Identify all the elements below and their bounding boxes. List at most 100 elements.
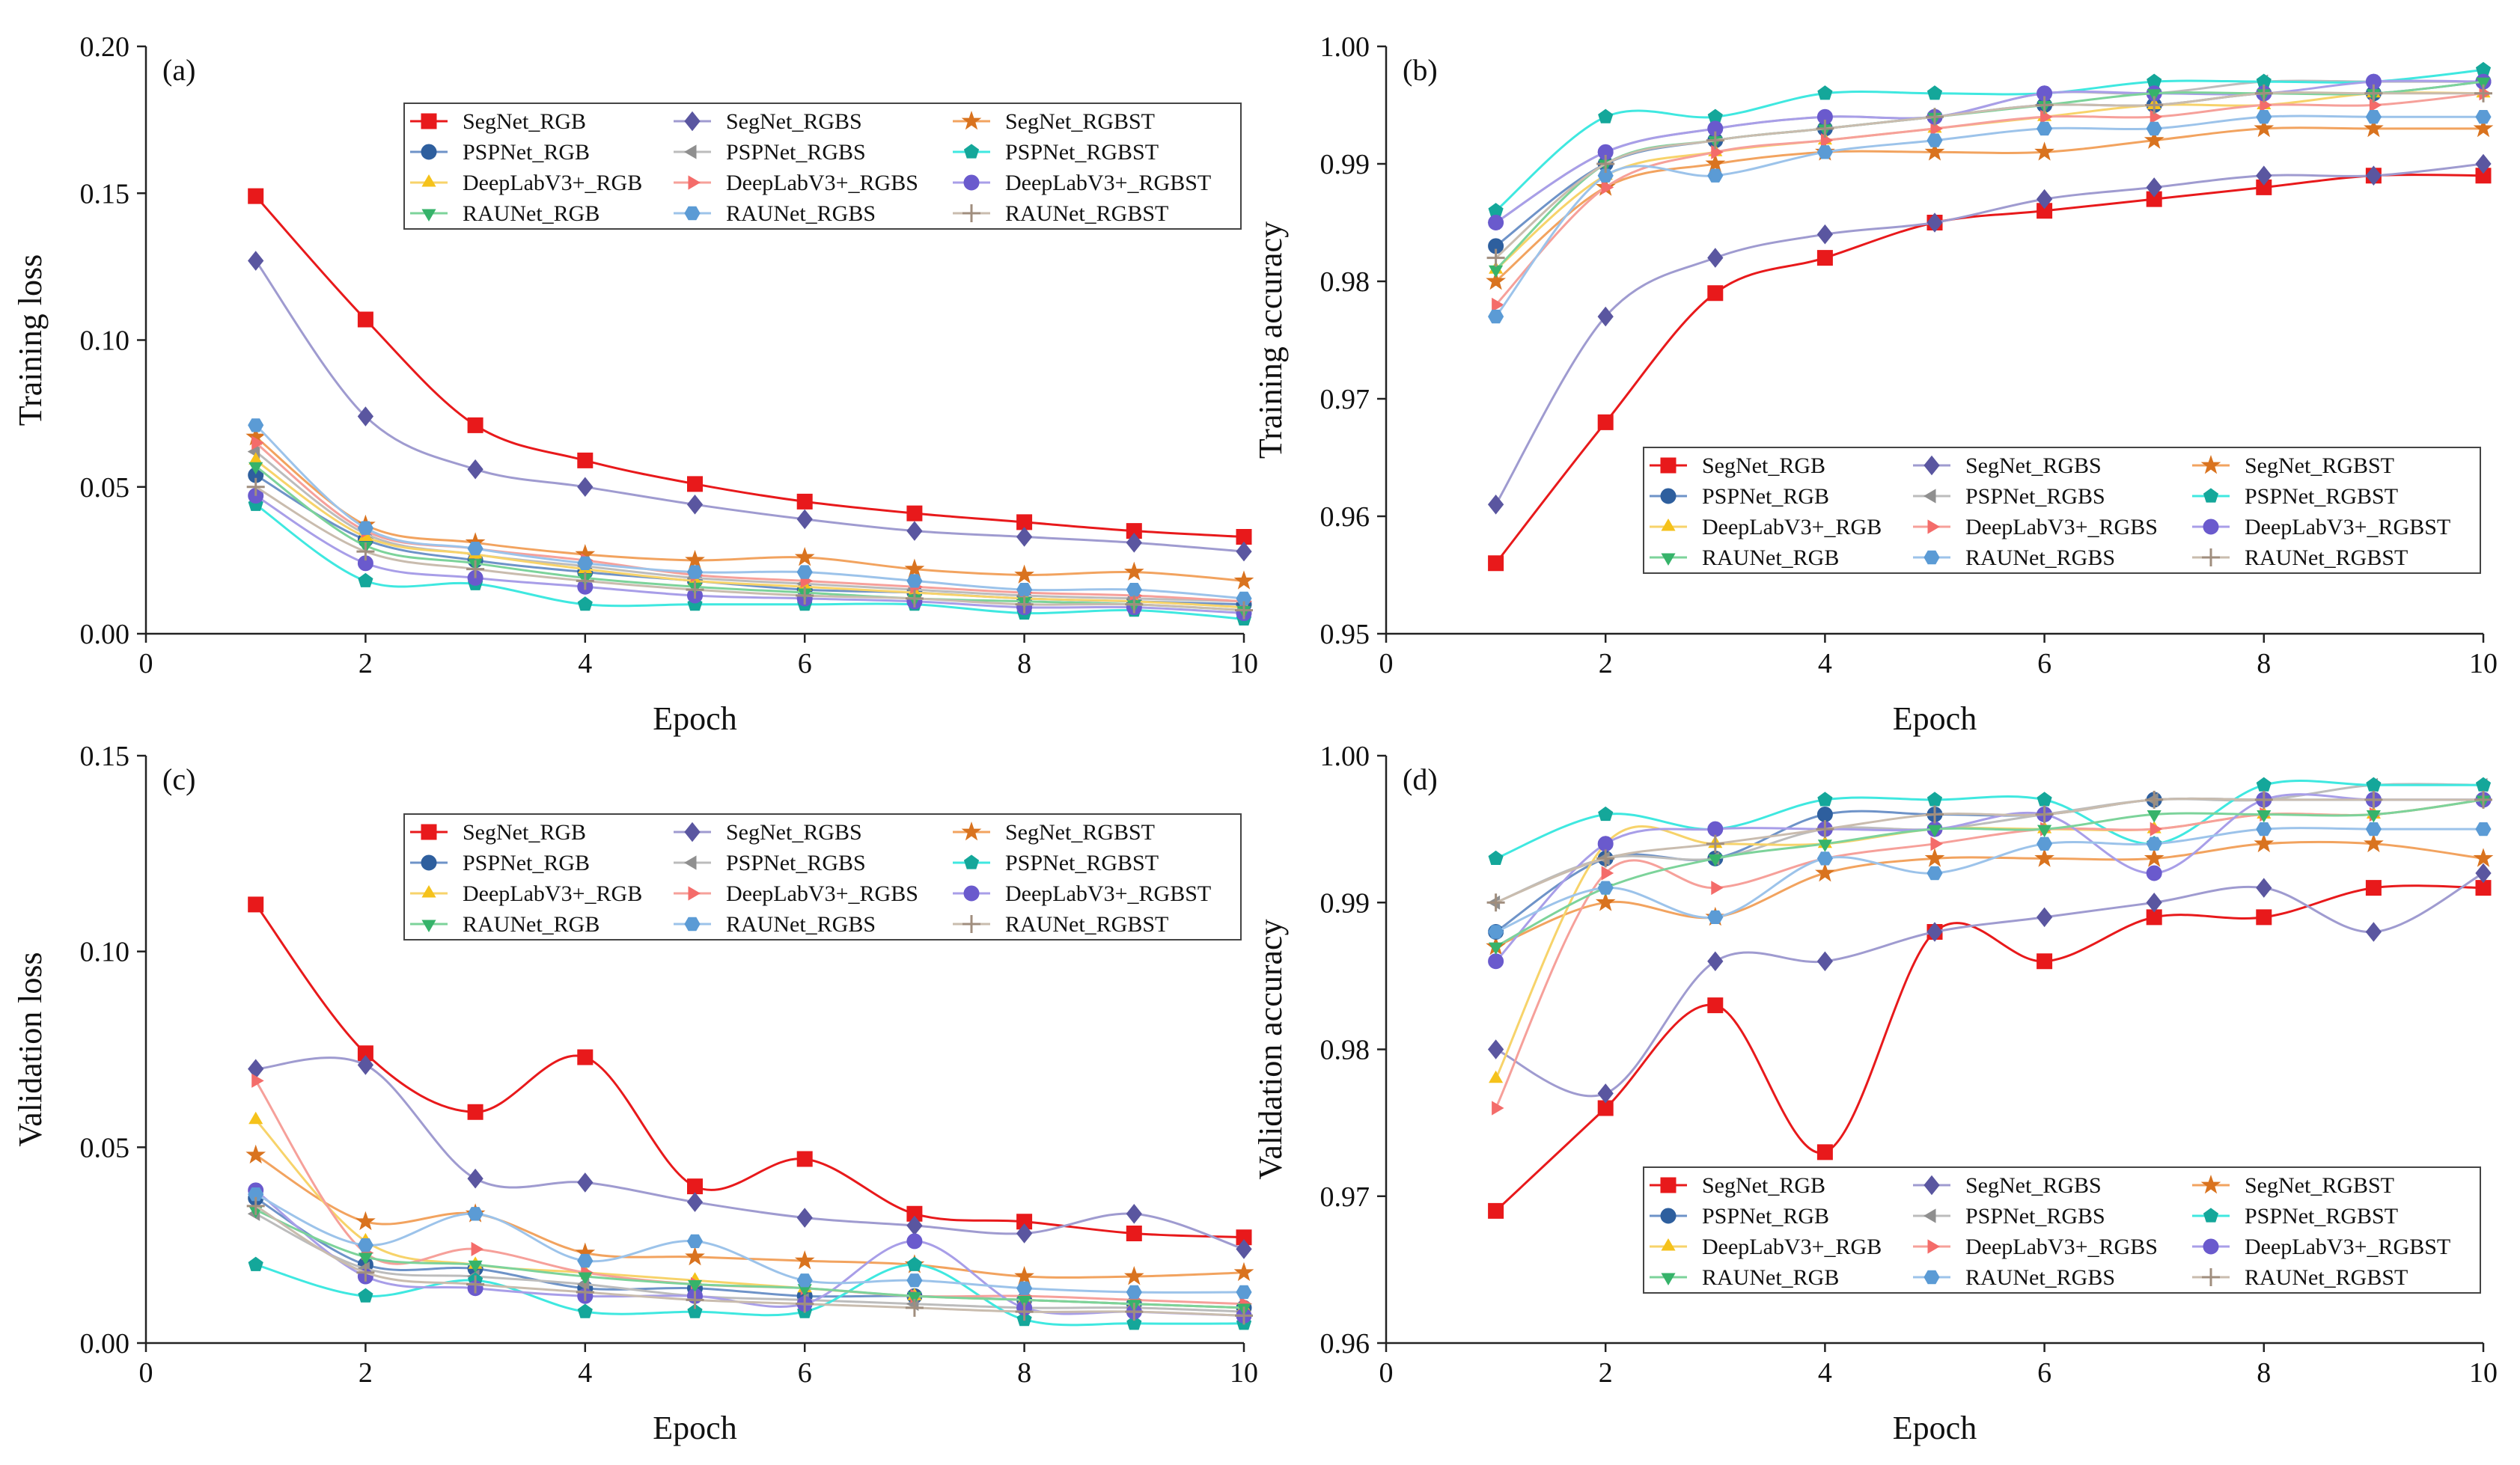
data-point — [1816, 820, 1834, 839]
data-point — [2475, 880, 2492, 896]
legend-item: DeepLabV3+_RGB — [410, 881, 642, 906]
data-point — [2150, 822, 2163, 837]
legend-item: RAUNet_RGBST — [2192, 1265, 2408, 1290]
data-point — [577, 452, 594, 468]
series-DeepLabV3+_RGB — [248, 1111, 1251, 1312]
series-line — [254, 459, 1245, 609]
data-point — [2144, 129, 2164, 149]
x-axis-title: Epoch — [1893, 700, 1977, 737]
legend-label: SegNet_RGBST — [2245, 1173, 2394, 1198]
data-point — [2473, 848, 2494, 867]
series-RAUNet_RGBST — [1486, 790, 2492, 912]
data-point — [686, 565, 704, 579]
data-point — [2475, 863, 2492, 884]
data-point — [1816, 250, 1833, 266]
chart-panel-0: 0 2 4 6 8 10 0.00 0.05 0.10 0.15 0.20 Epoch Training… — [12, 31, 1258, 737]
data-point — [2256, 777, 2272, 792]
legend-marker — [1923, 455, 1940, 476]
legend-label: RAUNet_RGBST — [2245, 1265, 2408, 1290]
data-point — [906, 1205, 923, 1222]
legend-marker — [1660, 1208, 1677, 1224]
data-point — [1126, 1203, 1142, 1224]
legend-item: DeepLabV3+_RGBS — [674, 881, 918, 906]
legend-label: SegNet_RGB — [463, 820, 586, 845]
legend-label: PSPNet_RGBST — [1005, 851, 1159, 875]
data-point — [577, 1172, 594, 1193]
data-point — [466, 560, 485, 578]
legend-label: PSPNet_RGB — [463, 851, 590, 875]
data-point — [2147, 89, 2161, 102]
data-point — [906, 574, 923, 588]
legend-label: RAUNet_RGBS — [726, 912, 876, 937]
legend-marker — [963, 885, 980, 902]
data-point — [2146, 177, 2162, 198]
data-point — [1926, 108, 1944, 126]
legend-label: DeepLabV3+_RGBS — [1965, 515, 2158, 539]
legend-label: SegNet_RGBS — [1965, 1173, 2102, 1198]
legend-label: RAUNet_RGBST — [1005, 912, 1168, 937]
data-point — [2254, 84, 2273, 103]
x-axis-title: Epoch — [653, 1410, 736, 1446]
legend-item: SegNet_RGBS — [1913, 453, 2102, 478]
legend-label: PSPNet_RGBST — [2245, 484, 2398, 509]
data-point — [1707, 285, 1724, 302]
legend-label: DeepLabV3+_RGBS — [726, 171, 918, 195]
legend-label: SegNet_RGBS — [1965, 453, 2102, 478]
x-tick-label: 2 — [1599, 1357, 1613, 1389]
data-point — [686, 494, 704, 515]
data-point — [1601, 180, 1614, 195]
data-point — [2256, 878, 2272, 898]
legend-marker — [684, 855, 697, 870]
y-tick-label: 1.00 — [1320, 31, 1370, 63]
legend-label: DeepLabV3+_RGB — [1702, 1235, 1882, 1259]
data-point — [687, 1280, 703, 1293]
data-point — [2037, 825, 2052, 838]
y-axis-title: Training loss — [12, 254, 49, 426]
data-point — [1488, 953, 1504, 970]
data-point — [1926, 866, 1943, 881]
x-tick-label: 0 — [139, 648, 153, 679]
legend-marker — [962, 915, 980, 933]
data-point — [2147, 810, 2161, 823]
data-point — [467, 542, 483, 556]
data-point — [1486, 893, 1505, 912]
data-point — [1126, 1285, 1142, 1300]
legend-label: PSPNet_RGBS — [1965, 1204, 2105, 1229]
data-point — [578, 1272, 593, 1285]
legend-marker — [1660, 488, 1677, 504]
data-point — [1597, 881, 1614, 895]
x-tick-label: 6 — [2037, 1357, 2051, 1389]
data-point — [2035, 805, 2054, 824]
legend-marker — [1660, 1177, 1677, 1193]
legend-label: PSPNet_RGB — [1702, 484, 1829, 509]
data-point — [794, 546, 815, 566]
data-point — [1123, 561, 1144, 581]
series-line — [255, 1193, 1245, 1294]
data-point — [2473, 117, 2494, 138]
legend: SegNet_RGB SegNet_RGBS SegNet_RGBST PSPNet_… — [403, 813, 1242, 941]
legend-item: RAUNet_RGBS — [674, 201, 876, 226]
panel-label: (a) — [162, 53, 195, 87]
series-line — [254, 424, 1245, 600]
data-point — [1123, 1265, 1144, 1285]
legend-label: PSPNet_RGBS — [726, 851, 866, 875]
data-point — [1492, 297, 1504, 312]
data-point — [1487, 494, 1504, 515]
x-tick-label: 8 — [2257, 1357, 2271, 1389]
data-point — [2365, 822, 2382, 837]
series-line — [1495, 783, 2484, 904]
legend-item: RAUNet_RGB — [410, 201, 600, 226]
legend-label: SegNet_RGBS — [726, 109, 862, 134]
y-tick-label: 0.99 — [1320, 887, 1370, 919]
y-axis-title: Validation accuracy — [1252, 919, 1289, 1179]
legend-item: SegNet_RGBS — [674, 109, 862, 134]
data-point — [796, 1208, 813, 1228]
legend-item: SegNet_RGB — [1650, 453, 1825, 478]
series-line — [254, 441, 1245, 603]
legend-label: DeepLabV3+_RGB — [1702, 515, 1882, 539]
legend-label: SegNet_RGB — [1702, 453, 1825, 478]
series-line — [1495, 884, 2484, 1212]
data-point — [1016, 1214, 1033, 1230]
data-point — [1597, 168, 1614, 183]
data-point — [1926, 133, 1943, 147]
